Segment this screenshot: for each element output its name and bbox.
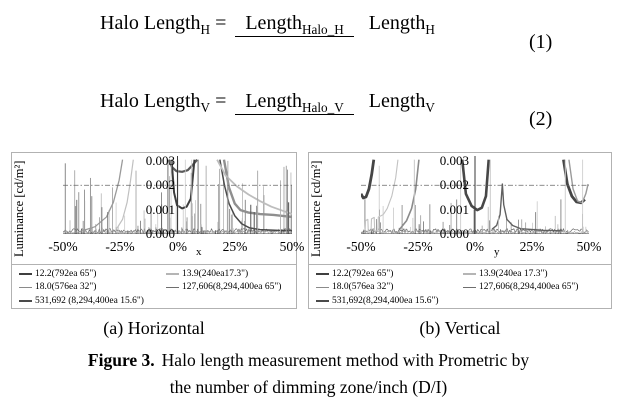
- legend-label: 127,606(8,294,400ea 65"): [479, 282, 579, 293]
- legend-label: 127,606(8,294,400ea 65"): [182, 282, 282, 293]
- legend-line-swatch: [19, 273, 32, 275]
- noise-spikes: [65, 164, 292, 234]
- y-tick-label: 0.002: [439, 177, 469, 192]
- y-tick-label: 0.003: [145, 153, 175, 168]
- figure-caption-label: Figure 3.: [87, 350, 155, 370]
- legend-line-swatch: [463, 286, 476, 288]
- legend-item: 531,692(8,294,400ea 15.6"): [316, 294, 463, 308]
- y-tick-label: 0.000: [145, 226, 175, 241]
- equation-2-lhs: Halo LengthV =: [100, 90, 227, 115]
- legend-label: 13.9(240ea 17.3"): [479, 268, 548, 279]
- x-tick-label: 25%: [519, 239, 545, 254]
- legend-item: 12.2(792ea 65"): [316, 267, 463, 281]
- chart-panel-vertical: Luminance [cd/m²] 0.003 0.002 0.001 0.00…: [308, 152, 612, 309]
- equation-1-number: (1): [529, 31, 553, 53]
- legend-line-swatch: [19, 286, 32, 288]
- x-axis-title: y: [494, 246, 500, 258]
- equation-1: Halo LengthH = LengthHalo_H LengthH: [100, 12, 445, 38]
- legend-line-swatch: [166, 286, 179, 288]
- x-tick-label: -50%: [48, 239, 78, 254]
- figure-caption-line2: the number of dimming zone/inch (D/I): [169, 377, 448, 397]
- legend-item: 18.0(576ea 32"): [19, 281, 166, 295]
- chart-plot: [63, 156, 292, 234]
- equation-1-numerator: LengthHalo_H: [235, 12, 354, 37]
- x-tick-label: 50%: [279, 239, 305, 254]
- legend-line-swatch: [166, 273, 179, 275]
- y-tick-label: 0.002: [145, 177, 175, 192]
- legend-item: 13.9(240ea17.3"): [166, 267, 281, 281]
- legend-line-swatch: [463, 273, 476, 275]
- equation-2-number: (2): [529, 108, 553, 130]
- legend-label: 18.0(576ea 32"): [35, 282, 97, 293]
- vertical-spikes: [378, 159, 584, 234]
- series-lines: [361, 159, 589, 232]
- x-tick-label: -25%: [403, 239, 433, 254]
- figure-caption-text: Halo length measurement method with Prom…: [161, 350, 530, 370]
- legend-item: 12.2(792ea 65"): [19, 267, 166, 281]
- legend-item: 13.9(240ea 17.3"): [463, 267, 578, 281]
- vertical-spikes: [64, 159, 290, 234]
- axes: [361, 156, 589, 234]
- chart-legend: 12.2(792ea 65") 13.9(240ea17.3") 18.0(576e…: [19, 267, 281, 308]
- equation-1-lhs: Halo LengthH =: [100, 12, 227, 37]
- y-axis-title: Luminance [cd/m²]: [309, 160, 323, 258]
- x-tick-label: 0%: [169, 239, 187, 254]
- chart-panel-horizontal: Luminance [cd/m²] 0.003 0.002 0.001 0.00…: [11, 152, 304, 309]
- chart-plot: [361, 156, 589, 234]
- legend-line-swatch: [316, 300, 329, 302]
- legend-label: 12.2(792ea 65"): [332, 268, 394, 279]
- legend-label: 18.0(576ea 32"): [332, 282, 394, 293]
- equation-2: Halo LengthV = LengthHalo_V LengthV: [100, 90, 445, 116]
- x-tick-label: 0%: [466, 239, 484, 254]
- legend-label: 12.2(792ea 65"): [35, 268, 97, 279]
- legend-line-swatch: [19, 300, 32, 302]
- equation-1-denominator: LengthH: [368, 12, 435, 37]
- legend-label: 13.9(240ea17.3"): [182, 268, 249, 279]
- equation-2-numerator: LengthHalo_V: [235, 90, 354, 115]
- y-tick-label: 0.003: [439, 153, 469, 168]
- x-axis-title: x: [196, 246, 202, 258]
- legend-item: 531,692 (8,294,400ea 15.6"): [19, 294, 166, 308]
- legend-label: 531,692 (8,294,400ea 15.6"): [35, 295, 144, 306]
- y-tick-label: 0.001: [145, 202, 175, 217]
- y-axis-title: Luminance [cd/m²]: [12, 160, 26, 258]
- legend-item: 127,606(8,294,400ea 65"): [166, 281, 281, 295]
- legend-line-swatch: [316, 286, 329, 288]
- x-tick-label: -25%: [105, 239, 135, 254]
- subcaption-vertical: (b) Vertical: [419, 318, 501, 338]
- legend-divider: [12, 264, 296, 265]
- legend-label: 531,692(8,294,400ea 15.6"): [332, 295, 439, 306]
- equation-2-fraction: LengthHalo_V LengthV: [235, 90, 445, 116]
- legend-divider: [309, 264, 611, 265]
- chart-legend: 12.2(792ea 65") 13.9(240ea 17.3") 18.0(576…: [316, 267, 578, 308]
- figure-caption-line1: Figure 3. Halo length measurement method …: [0, 350, 617, 371]
- axes: [63, 156, 292, 234]
- y-tick-label: 0.000: [439, 226, 469, 241]
- legend-line-swatch: [316, 273, 329, 275]
- subcaption-horizontal: (a) Horizontal: [103, 318, 205, 338]
- legend-item: 18.0(576ea 32"): [316, 281, 463, 295]
- x-tick-label: 25%: [222, 239, 248, 254]
- x-tick-label: -50%: [346, 239, 376, 254]
- legend-item: 127,606(8,294,400ea 65"): [463, 281, 578, 295]
- x-tick-label: 50%: [576, 239, 602, 254]
- y-tick-label: 0.001: [439, 202, 469, 217]
- series-lines: [81, 158, 292, 232]
- equation-2-denominator: LengthV: [368, 90, 435, 115]
- equation-1-fraction: LengthHalo_H LengthH: [235, 12, 445, 38]
